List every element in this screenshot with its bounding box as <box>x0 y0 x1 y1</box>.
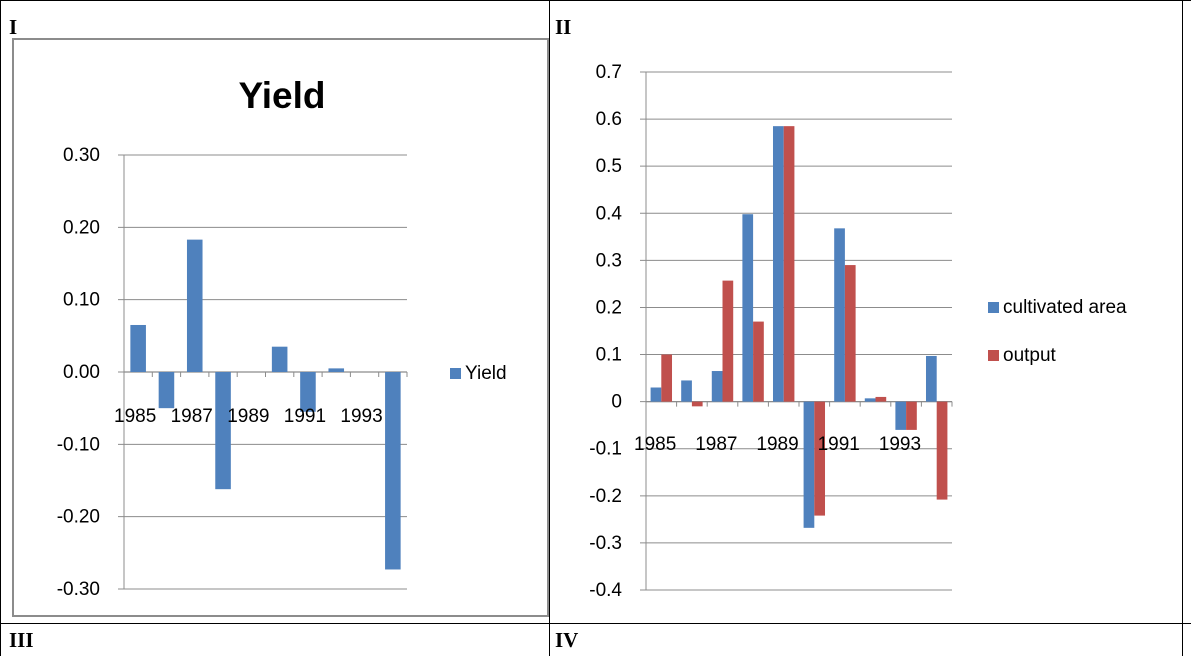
bar-cultivated-area <box>772 126 784 402</box>
x-tick-label: 1991 <box>818 434 860 455</box>
legend-swatch <box>450 368 461 379</box>
bar-yield <box>385 372 401 570</box>
x-tick-label: 1989 <box>227 406 269 427</box>
bar-output <box>844 265 856 402</box>
table-column-divider <box>549 0 550 656</box>
bar-output <box>661 354 673 402</box>
y-tick-label: 0.20 <box>63 217 100 238</box>
legend-label: output <box>1003 345 1057 366</box>
bar-cultivated-area <box>742 214 754 402</box>
table-row-divider <box>0 623 1191 624</box>
y-tick-label: -0.10 <box>57 434 100 455</box>
y-tick-label: 0.1 <box>596 345 622 366</box>
table-border-left <box>0 0 1 656</box>
bar-cultivated-area <box>925 355 937 402</box>
bar-yield <box>158 372 175 409</box>
bar-output <box>753 321 764 402</box>
legend-swatch <box>988 302 999 313</box>
y-tick-label: -0.3 <box>589 533 622 554</box>
bar-output <box>783 126 795 402</box>
bar-yield <box>328 368 345 372</box>
bar-output <box>906 401 917 430</box>
y-tick-label: 0.5 <box>596 156 622 177</box>
bar-yield <box>215 372 231 490</box>
y-tick-label: 0.10 <box>63 290 100 311</box>
y-tick-label: 0.3 <box>596 250 622 271</box>
bar-cultivated-area <box>803 401 815 528</box>
y-tick-label: 0.00 <box>63 362 100 383</box>
bar-cultivated-area <box>650 387 662 402</box>
bar-output <box>875 396 887 402</box>
y-tick-label: -0.2 <box>589 486 622 507</box>
y-tick-label: 0 <box>611 392 622 413</box>
x-tick-label: 1991 <box>284 406 326 427</box>
bar-yield <box>186 239 203 372</box>
legend-swatch <box>988 350 999 361</box>
y-tick-label: -0.30 <box>57 579 100 600</box>
y-tick-label: 0.6 <box>596 109 622 130</box>
legend-label: cultivated area <box>1003 297 1127 318</box>
chart-yield: 0.30 0.20 0.10 0.00 -0.10 -0.20 -0.30 1985 1987 1… <box>57 75 507 600</box>
x-tick-label: 1993 <box>879 434 921 455</box>
chart-title: Yield <box>238 75 325 116</box>
y-tick-label: 0.30 <box>63 145 100 166</box>
legend-label: Yield <box>465 363 507 384</box>
bar-output <box>691 401 703 407</box>
y-tick-label: -0.20 <box>57 507 100 528</box>
y-tick-label: -0.1 <box>589 439 622 460</box>
bar-output <box>814 401 826 516</box>
chart-yield-frame <box>12 38 549 617</box>
bar-cultivated-area <box>864 398 876 402</box>
x-tick-label: 1989 <box>756 434 798 455</box>
cell-label-iv: IV <box>555 628 579 652</box>
bar-output <box>722 280 734 402</box>
x-tick-label: 1993 <box>340 406 382 427</box>
y-tick-label: 0.7 <box>596 62 622 83</box>
chart-area-output-frame <box>550 38 1182 617</box>
bar-cultivated-area <box>834 228 845 402</box>
cell-label-i: I <box>9 15 18 39</box>
x-tick-label: 1987 <box>695 434 737 455</box>
x-tick-label: 1987 <box>171 406 213 427</box>
bar-output <box>936 401 948 500</box>
y-tick-label: 0.2 <box>596 297 622 318</box>
bar-yield <box>271 346 288 372</box>
y-tick-label: -0.4 <box>589 580 622 601</box>
table-border-top <box>0 0 1191 1</box>
bar-cultivated-area <box>711 371 723 402</box>
x-tick-label: 1985 <box>634 434 676 455</box>
cell-label-ii: II <box>555 15 572 39</box>
chart-area-output: 0.7 0.6 0.5 0.4 0.3 0.2 0.1 0 -0.1 -0.2 -0.3 -0.4 19… <box>589 62 1127 601</box>
y-tick-label: 0.4 <box>596 203 623 224</box>
bar-cultivated-area <box>895 401 907 430</box>
bar-yield <box>130 324 146 372</box>
table-border-right <box>1182 0 1183 656</box>
x-tick-label: 1985 <box>114 406 156 427</box>
bar-yield <box>300 372 316 412</box>
bar-cultivated-area <box>681 380 692 402</box>
cell-label-iii: III <box>9 628 34 652</box>
